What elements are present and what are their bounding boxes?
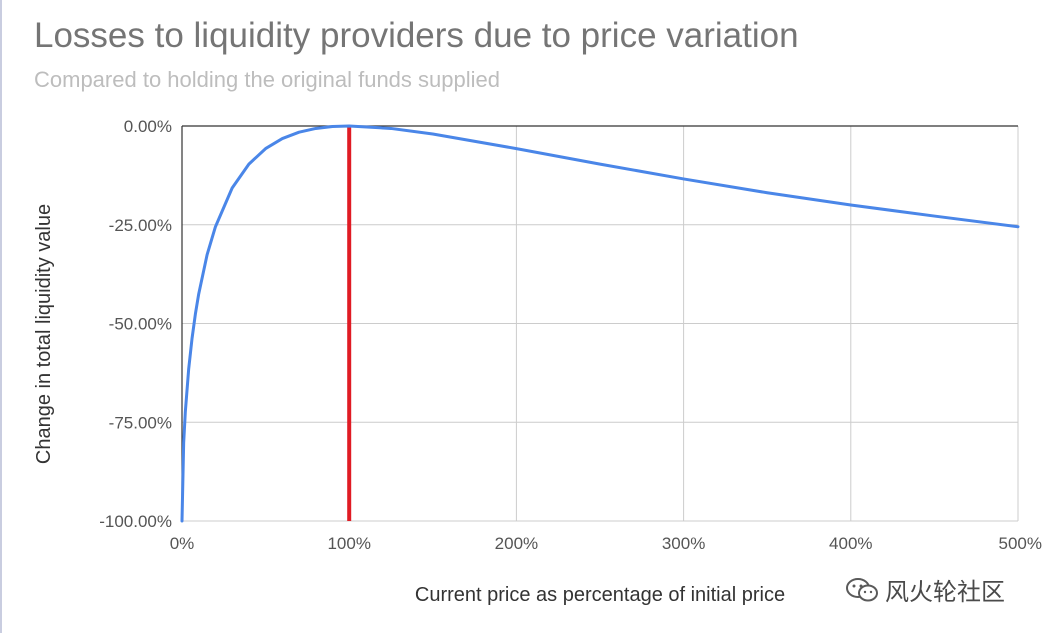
y-axis-label: Change in total liquidity value (33, 204, 55, 464)
watermark: 风火轮社区 (845, 572, 1005, 607)
x-tick-label: 400% (829, 534, 872, 553)
x-tick-label: 0% (170, 534, 195, 553)
y-tick-label: -75.00% (109, 413, 172, 432)
wechat-icon (846, 577, 878, 601)
left-edge-border (0, 0, 2, 633)
x-tick-labels: 0% 100% 200% 300% 400% 500% (170, 534, 1042, 553)
y-tick-label: -50.00% (109, 315, 172, 334)
y-tick-labels: 0.00% -25.00% -50.00% -75.00% -100.00% (99, 117, 172, 531)
x-tick-label: 100% (327, 534, 370, 553)
x-tick-label: 200% (495, 534, 538, 553)
x-axis-label: Current price as percentage of initial p… (415, 584, 785, 606)
chart-subtitle: Compared to holding the original funds s… (34, 67, 500, 92)
y-tick-label: 0.00% (124, 117, 172, 136)
watermark-text: 风火轮社区 (885, 578, 1005, 606)
y-tick-label: -100.00% (99, 512, 172, 531)
x-tick-label: 300% (662, 534, 705, 553)
series-line-impermanent-loss (180, 124, 1020, 523)
horizontal-gridlines (182, 224, 1018, 522)
x-tick-label: 500% (999, 534, 1042, 553)
chart-title: Losses to liquidity providers due to pri… (34, 16, 799, 55)
y-tick-label: -25.00% (109, 216, 172, 235)
